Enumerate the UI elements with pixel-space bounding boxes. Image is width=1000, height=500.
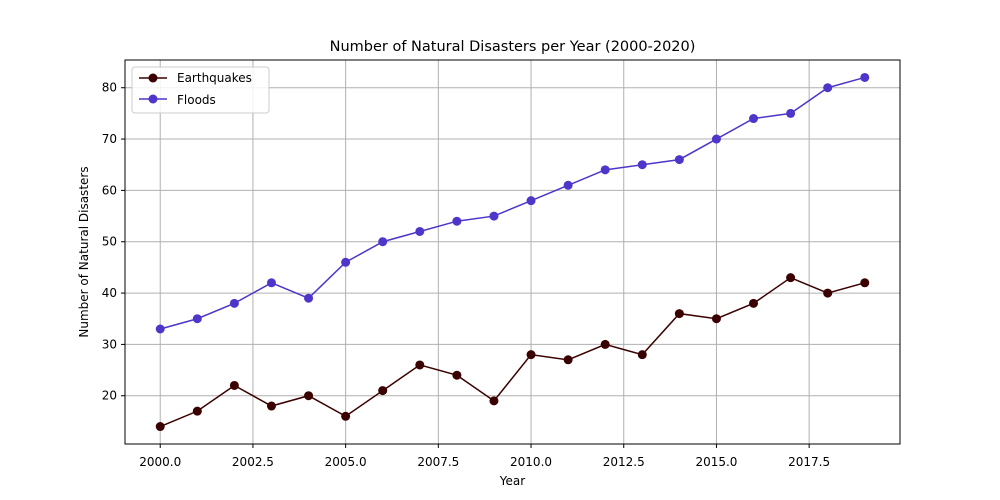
data-point-earthquakes bbox=[266, 401, 276, 411]
data-point-earthquakes bbox=[674, 309, 684, 319]
y-axis-label: Number of Natural Disasters bbox=[77, 166, 91, 337]
data-point-floods bbox=[823, 83, 833, 93]
data-point-earthquakes bbox=[378, 386, 388, 396]
data-point-floods bbox=[526, 196, 536, 206]
data-point-floods bbox=[637, 160, 647, 170]
data-point-floods bbox=[452, 216, 462, 226]
x-tick-label: 2017.5 bbox=[788, 455, 830, 469]
data-point-floods bbox=[415, 226, 425, 236]
data-point-earthquakes bbox=[749, 298, 759, 308]
x-tick-label: 2007.5 bbox=[417, 455, 459, 469]
data-point-floods bbox=[229, 298, 239, 308]
data-point-floods bbox=[600, 165, 610, 175]
data-point-earthquakes bbox=[192, 406, 202, 416]
y-tick-label: 30 bbox=[102, 337, 117, 351]
data-point-earthquakes bbox=[526, 350, 536, 360]
data-point-floods bbox=[563, 180, 573, 190]
data-point-floods bbox=[749, 114, 759, 124]
legend-marker-earthquakes bbox=[148, 73, 158, 83]
data-point-floods bbox=[304, 293, 314, 303]
legend: Earthquakes Floods bbox=[131, 66, 270, 114]
series-line-earthquakes bbox=[159, 276, 865, 428]
data-point-earthquakes bbox=[786, 273, 796, 283]
data-point-earthquakes bbox=[600, 339, 610, 349]
data-point-floods bbox=[711, 134, 721, 144]
data-point-floods bbox=[155, 324, 165, 334]
data-point-floods bbox=[860, 72, 870, 82]
data-point-earthquakes bbox=[637, 350, 647, 360]
data-point-earthquakes bbox=[711, 314, 721, 324]
x-tick-label: 2002.5 bbox=[232, 455, 274, 469]
data-point-earthquakes bbox=[489, 396, 499, 406]
legend-label-floods: Floods bbox=[177, 93, 216, 107]
y-tick-label: 20 bbox=[102, 389, 117, 403]
data-point-earthquakes bbox=[415, 360, 425, 370]
axes: 2000.0 2002.5 2005.0 2007.5 2010.0 2012.5 2015… bbox=[102, 81, 830, 469]
y-tick-label: 50 bbox=[102, 235, 117, 249]
chart-title: Number of Natural Disasters per Year (20… bbox=[330, 39, 696, 55]
data-point-floods bbox=[674, 155, 684, 165]
data-point-earthquakes bbox=[823, 288, 833, 298]
y-tick-label: 70 bbox=[102, 132, 117, 146]
legend-label-earthquakes: Earthquakes bbox=[177, 71, 252, 85]
y-tick-label: 60 bbox=[102, 183, 117, 197]
data-point-floods bbox=[341, 257, 351, 267]
data-point-earthquakes bbox=[304, 391, 314, 401]
x-tick-label: 2015.0 bbox=[695, 455, 737, 469]
data-point-floods bbox=[192, 314, 202, 324]
data-point-earthquakes bbox=[341, 411, 351, 421]
data-point-earthquakes bbox=[860, 278, 870, 288]
data-point-earthquakes bbox=[229, 380, 239, 390]
legend-marker-floods bbox=[148, 94, 158, 104]
data-point-floods bbox=[266, 278, 276, 288]
x-tick-label: 2005.0 bbox=[325, 455, 367, 469]
data-point-floods bbox=[378, 237, 388, 247]
plot-area-frame bbox=[124, 59, 901, 445]
data-point-earthquakes bbox=[452, 370, 462, 380]
x-axis-label: Year bbox=[499, 474, 525, 488]
series-layer bbox=[155, 72, 870, 432]
y-tick-label: 40 bbox=[102, 286, 117, 300]
y-tick-label: 80 bbox=[102, 81, 117, 95]
series-line-floods bbox=[160, 76, 865, 330]
x-tick-label: 2000.0 bbox=[139, 455, 181, 469]
data-point-earthquakes bbox=[563, 355, 573, 365]
data-point-earthquakes bbox=[155, 422, 165, 432]
data-point-floods bbox=[786, 108, 796, 118]
data-point-floods bbox=[489, 211, 499, 221]
x-tick-label: 2012.5 bbox=[603, 455, 645, 469]
x-tick-label: 2010.0 bbox=[510, 455, 552, 469]
